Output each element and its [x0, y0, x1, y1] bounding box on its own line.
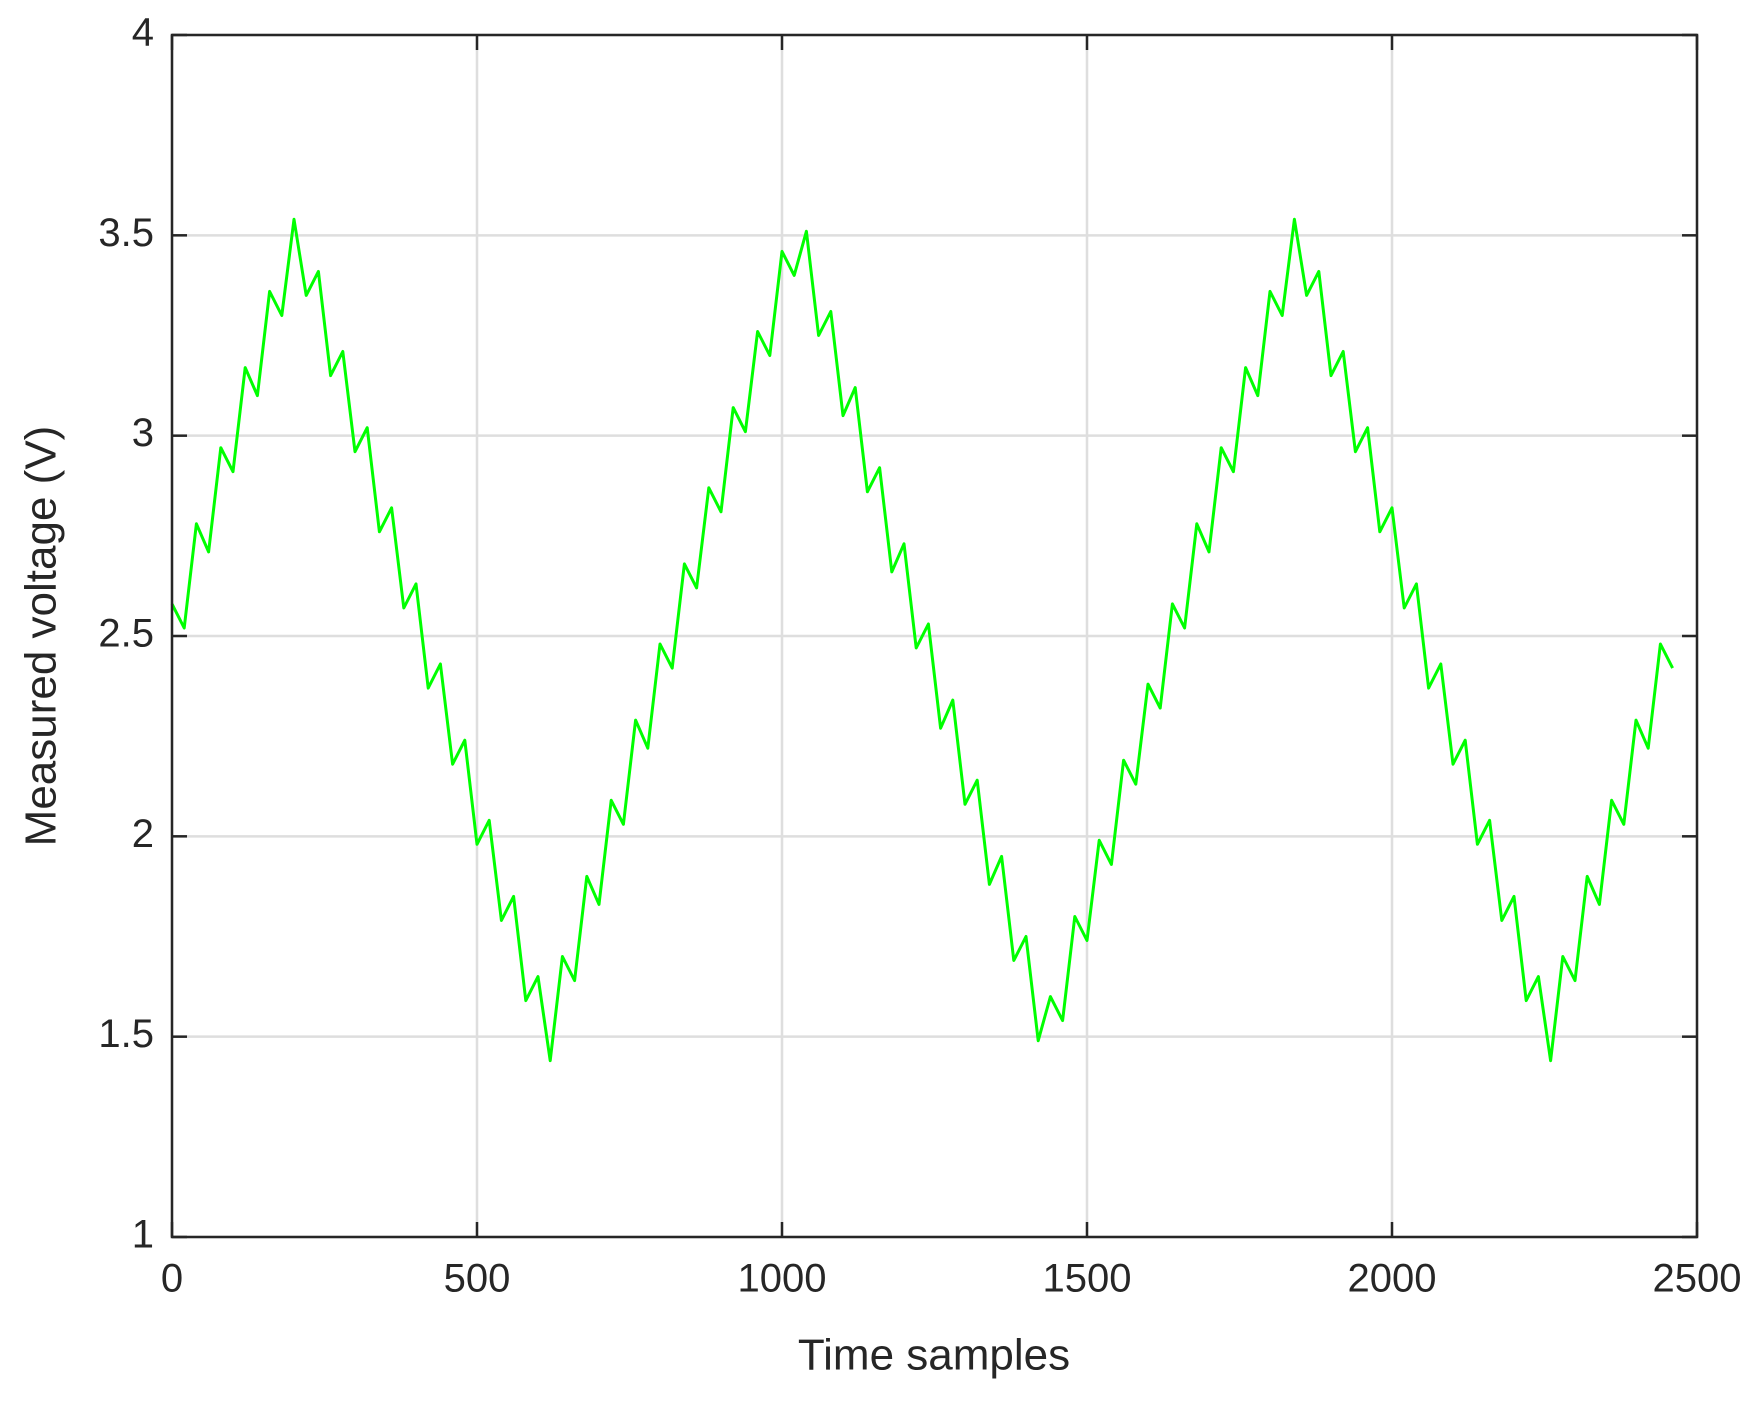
x-tick-label: 1500: [1043, 1257, 1132, 1301]
y-tick-label: 3.5: [98, 211, 154, 255]
data-line: [170, 217, 1674, 1063]
y-tick-label: 2: [132, 812, 154, 856]
x-tick-label: 500: [444, 1257, 511, 1301]
y-tick-label: 1.5: [98, 1012, 154, 1056]
y-tick-label: 3: [132, 411, 154, 455]
y-tick-label: 2.5: [98, 612, 154, 656]
y-tick-label: 1: [132, 1213, 154, 1257]
x-tick-label: 2500: [1653, 1257, 1742, 1301]
y-tick-label: 4: [132, 11, 154, 55]
x-tick-label: 2000: [1348, 1257, 1437, 1301]
x-tick-label: 1000: [738, 1257, 827, 1301]
y-axis-label: Measured voltage (V): [17, 426, 66, 847]
x-axis-label: Time samples: [798, 1331, 1070, 1380]
x-tick-label: 0: [161, 1257, 183, 1301]
